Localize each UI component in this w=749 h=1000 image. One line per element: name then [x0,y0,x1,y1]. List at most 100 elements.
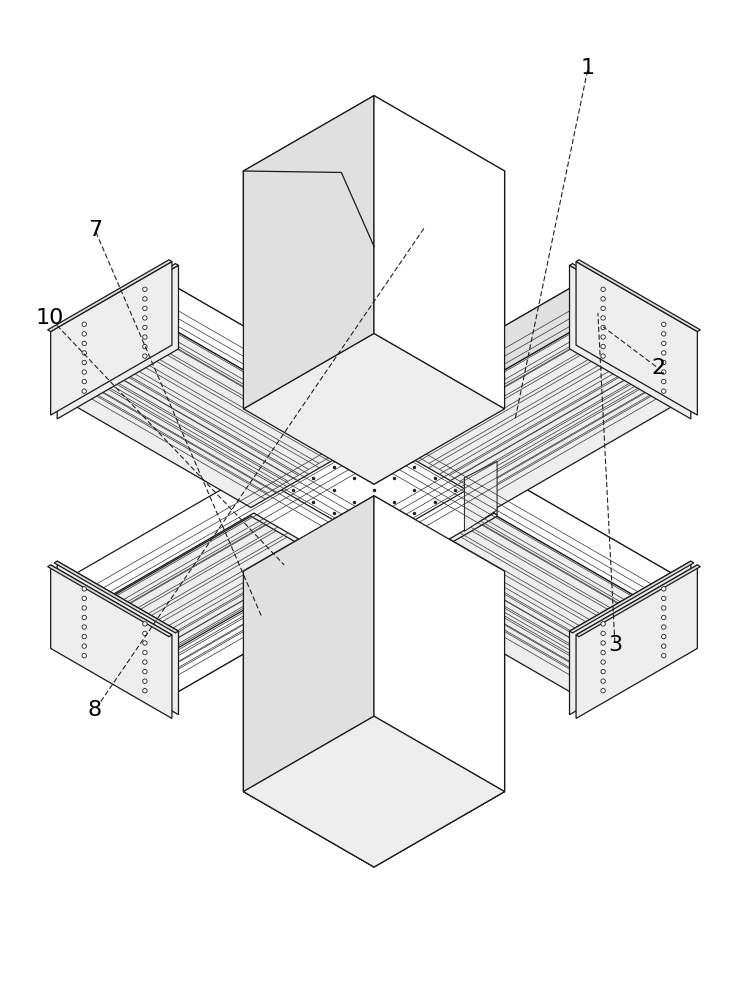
Polygon shape [60,287,175,397]
Polygon shape [374,496,505,792]
Circle shape [661,587,666,591]
Circle shape [82,370,86,374]
Circle shape [601,622,605,626]
Polygon shape [243,716,505,867]
Circle shape [601,325,605,330]
Circle shape [143,641,147,645]
Circle shape [82,379,86,384]
Polygon shape [60,583,175,693]
Text: 3: 3 [608,635,622,655]
Circle shape [661,653,666,658]
Circle shape [82,644,86,648]
Polygon shape [60,287,366,464]
Polygon shape [57,561,178,715]
Circle shape [661,625,666,629]
Polygon shape [349,395,381,465]
Polygon shape [494,479,685,623]
Polygon shape [384,513,685,687]
Circle shape [82,332,86,336]
Polygon shape [569,265,691,419]
Text: 2: 2 [651,358,665,378]
Circle shape [661,615,666,620]
Polygon shape [374,96,505,409]
Polygon shape [63,513,363,687]
Circle shape [82,322,86,327]
Circle shape [601,631,605,636]
Polygon shape [60,472,366,649]
Circle shape [143,306,147,311]
Polygon shape [381,472,688,649]
Circle shape [601,306,605,311]
Circle shape [143,287,147,291]
Polygon shape [384,327,685,501]
Text: 8: 8 [88,700,102,720]
Polygon shape [63,589,173,687]
Polygon shape [51,565,172,718]
Polygon shape [175,287,366,441]
Polygon shape [51,262,172,415]
Polygon shape [572,287,688,397]
Circle shape [82,634,86,639]
Circle shape [143,679,147,683]
Polygon shape [243,496,374,792]
Circle shape [661,370,666,374]
Polygon shape [173,542,363,687]
Polygon shape [173,293,363,438]
Text: 7: 7 [88,220,102,240]
Circle shape [82,625,86,629]
Polygon shape [374,96,505,409]
Polygon shape [575,293,685,391]
Circle shape [601,354,605,358]
Circle shape [82,596,86,601]
Polygon shape [572,583,688,693]
Circle shape [143,354,147,358]
Circle shape [143,344,147,349]
Circle shape [82,615,86,620]
Polygon shape [48,260,172,332]
Circle shape [661,389,666,393]
Polygon shape [57,265,178,419]
Circle shape [143,335,147,339]
Polygon shape [54,264,178,335]
Polygon shape [569,264,694,335]
Circle shape [82,360,86,365]
Circle shape [661,360,666,365]
Circle shape [82,606,86,610]
Circle shape [601,669,605,674]
Circle shape [143,631,147,636]
Polygon shape [497,472,688,626]
Polygon shape [381,287,688,464]
Polygon shape [575,589,685,687]
Circle shape [661,379,666,384]
Circle shape [82,587,86,591]
Circle shape [661,351,666,355]
Circle shape [601,335,605,339]
Polygon shape [569,561,694,633]
Circle shape [143,689,147,693]
Circle shape [661,322,666,327]
Circle shape [143,622,147,626]
Text: 10: 10 [36,308,64,328]
Polygon shape [63,327,363,501]
Polygon shape [175,539,366,693]
Polygon shape [576,262,697,415]
Circle shape [601,316,605,320]
Polygon shape [243,716,505,867]
Circle shape [661,332,666,336]
Circle shape [143,325,147,330]
Polygon shape [384,479,685,653]
Circle shape [661,606,666,610]
Circle shape [143,316,147,320]
Polygon shape [243,496,374,792]
Circle shape [601,344,605,349]
Polygon shape [63,479,363,653]
Polygon shape [243,333,505,484]
Circle shape [601,679,605,683]
Polygon shape [63,293,173,391]
Circle shape [82,389,86,393]
Polygon shape [381,516,688,693]
Polygon shape [243,333,505,484]
Circle shape [143,650,147,655]
Polygon shape [54,561,178,633]
Circle shape [661,596,666,601]
